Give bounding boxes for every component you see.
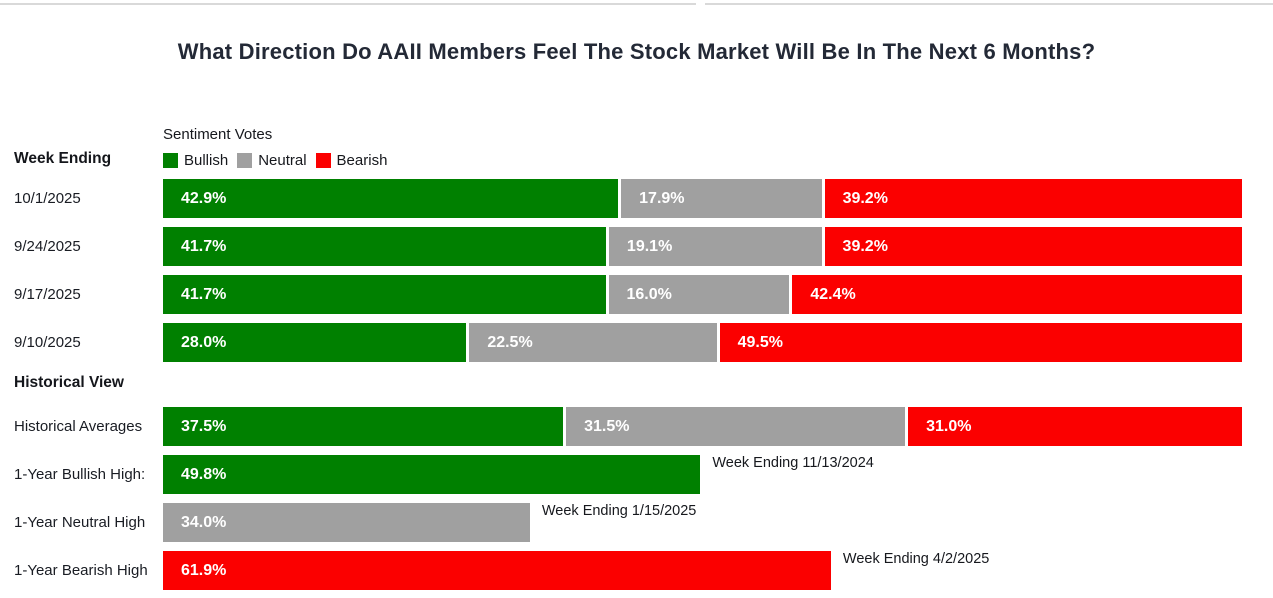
table-row: 9/24/2025 41.7% 19.1% 39.2% bbox=[0, 227, 1273, 266]
bullish-swatch-icon bbox=[163, 153, 178, 168]
bullish-bar-segment: 28.0% bbox=[163, 323, 467, 362]
bullish-bar-segment: 41.7% bbox=[163, 227, 606, 266]
table-row: Historical Averages 37.5% 31.5% 31.0% bbox=[0, 407, 1273, 446]
legend-label: Neutral bbox=[258, 152, 307, 169]
bullish-bar-segment: 41.7% bbox=[163, 275, 606, 314]
bearish-high-bar: 61.9% bbox=[163, 551, 831, 590]
table-row: 9/17/2025 41.7% 16.0% 42.4% bbox=[0, 275, 1273, 314]
table-row: 1-Year Neutral High 34.0% Week Ending 1/… bbox=[0, 503, 1273, 542]
bearish-bar-segment: 49.5% bbox=[719, 323, 1242, 362]
row-label-bearish-high: 1-Year Bearish High bbox=[14, 562, 148, 579]
row-label-date: 9/10/2025 bbox=[14, 334, 81, 351]
divider-segment-left bbox=[0, 3, 696, 5]
single-bar-track: 34.0% Week Ending 1/15/2025 bbox=[163, 503, 1242, 542]
stacked-bar-track: 28.0% 22.5% 49.5% bbox=[163, 323, 1242, 362]
bar-annotation: Week Ending 11/13/2024 bbox=[712, 455, 874, 471]
legend-label: Bearish bbox=[336, 152, 388, 169]
table-row: 1-Year Bearish High 61.9% Week Ending 4/… bbox=[0, 551, 1273, 590]
row-label-date: 10/1/2025 bbox=[14, 190, 81, 207]
row-label-date: 9/17/2025 bbox=[14, 286, 81, 303]
divider-segment-right bbox=[705, 3, 1273, 5]
bearish-bar-segment: 39.2% bbox=[824, 227, 1242, 266]
table-row: 1-Year Bullish High: 49.8% Week Ending 1… bbox=[0, 455, 1273, 494]
chart-rows: 10/1/2025 42.9% 17.9% 39.2% 9/24/2025 41… bbox=[0, 179, 1273, 590]
legend-block: Sentiment Votes Bullish Neutral Bearish bbox=[163, 126, 1273, 169]
legend-items: Bullish Neutral Bearish bbox=[163, 152, 1273, 169]
table-row: 10/1/2025 42.9% 17.9% 39.2% bbox=[0, 179, 1273, 218]
neutral-bar-segment: 17.9% bbox=[621, 179, 822, 218]
bullish-high-bar: 49.8% bbox=[163, 455, 701, 494]
neutral-bar-segment: 16.0% bbox=[608, 275, 790, 314]
neutral-bar-segment: 22.5% bbox=[469, 323, 717, 362]
legend-item-neutral: Neutral bbox=[237, 152, 307, 169]
stacked-bar-track: 42.9% 17.9% 39.2% bbox=[163, 179, 1243, 218]
row-label-bullish-high: 1-Year Bullish High: bbox=[14, 466, 146, 483]
single-bar-track: 49.8% Week Ending 11/13/2024 bbox=[163, 455, 1242, 494]
bullish-bar-segment: 37.5% bbox=[163, 407, 564, 446]
stacked-bar-track: 41.7% 19.1% 39.2% bbox=[163, 227, 1242, 266]
bearish-bar-segment: 42.4% bbox=[792, 275, 1242, 314]
neutral-high-bar: 34.0% bbox=[163, 503, 530, 542]
week-ending-header: Week Ending bbox=[14, 150, 112, 167]
legend-item-bearish: Bearish bbox=[315, 152, 388, 169]
bar-annotation: Week Ending 1/15/2025 bbox=[541, 503, 697, 519]
legend-item-bullish: Bullish bbox=[163, 152, 228, 169]
legend-area: Week Ending Sentiment Votes Bullish Neut… bbox=[0, 126, 1273, 169]
bearish-swatch-icon bbox=[315, 153, 331, 168]
table-row: 9/10/2025 28.0% 22.5% 49.5% bbox=[0, 323, 1273, 362]
top-divider bbox=[0, 3, 1273, 5]
neutral-bar-segment: 19.1% bbox=[608, 227, 822, 266]
bearish-bar-segment: 39.2% bbox=[824, 179, 1243, 218]
bearish-bar-segment: 31.0% bbox=[908, 407, 1242, 446]
single-bar-track: 61.9% Week Ending 4/2/2025 bbox=[163, 551, 1242, 590]
legend-label: Bullish bbox=[184, 152, 229, 169]
neutral-bar-segment: 31.5% bbox=[566, 407, 906, 446]
week-ending-column: Week Ending bbox=[0, 150, 163, 169]
row-label-historical-averages: Historical Averages bbox=[14, 418, 143, 435]
bullish-bar-segment: 42.9% bbox=[163, 179, 619, 218]
row-label-date: 9/24/2025 bbox=[14, 238, 81, 255]
stacked-bar-track: 41.7% 16.0% 42.4% bbox=[163, 275, 1242, 314]
stacked-bar-track: 37.5% 31.5% 31.0% bbox=[163, 407, 1242, 446]
row-label-neutral-high: 1-Year Neutral High bbox=[14, 514, 146, 531]
page-title: What Direction Do AAII Members Feel The … bbox=[177, 39, 1096, 64]
historical-view-header: Historical View bbox=[14, 374, 124, 391]
bar-annotation: Week Ending 4/2/2025 bbox=[842, 551, 990, 567]
legend-title: Sentiment Votes bbox=[163, 126, 273, 143]
neutral-swatch-icon bbox=[237, 153, 253, 168]
